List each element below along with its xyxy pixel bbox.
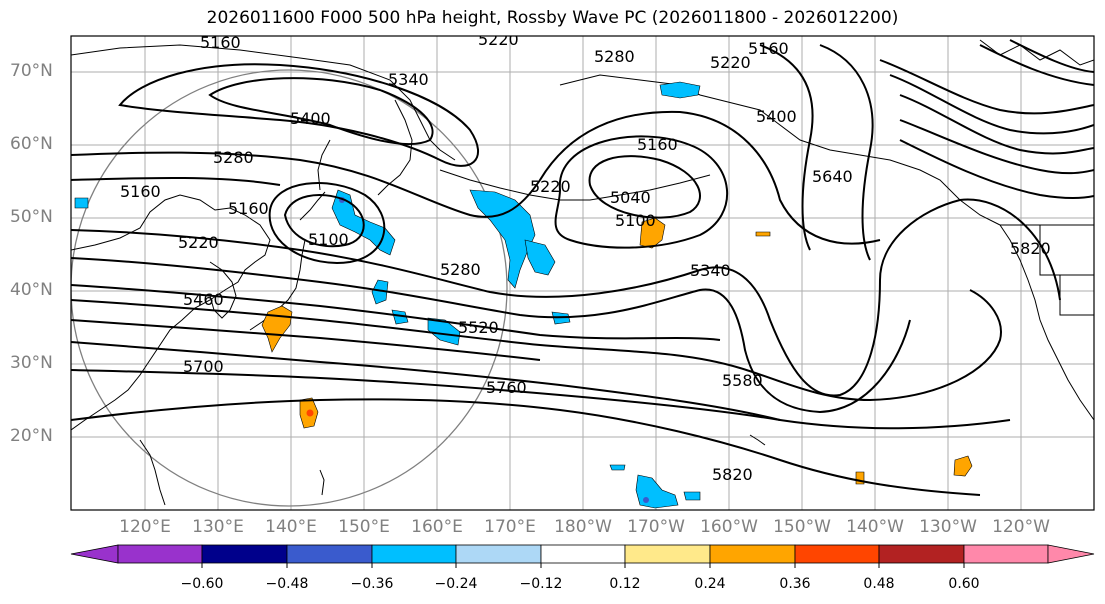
colorbar-segment: [371, 544, 457, 564]
contour-label: 5820: [712, 465, 753, 484]
contour-label: 5040: [610, 188, 651, 207]
lon-label: 120°W: [992, 517, 1050, 537]
colorbar-segment: [963, 544, 1049, 564]
negative-patch: [683, 491, 701, 501]
positive-patch: [306, 409, 314, 417]
colorbar-segment: [455, 544, 542, 564]
negative-patch: [609, 464, 626, 471]
lat-label: 50°N: [10, 207, 53, 227]
lat-label: 20°N: [10, 426, 53, 446]
lon-label: 170°E: [484, 517, 536, 537]
map-title: 2026011600 F000 500 hPa height, Rossby W…: [206, 8, 899, 28]
contour-label: 5220: [710, 53, 751, 72]
colorbar-segment: [540, 544, 626, 564]
contour-label: 5160: [228, 199, 269, 218]
lon-label: 130°W: [919, 517, 977, 537]
lat-label: 30°N: [10, 353, 53, 373]
contour-label: 5100: [308, 230, 349, 249]
colorbar-segment: [201, 544, 288, 564]
negative-patch: [659, 81, 701, 99]
colorbar-tick-label: 0.60: [948, 576, 980, 592]
lat-label: 40°N: [10, 280, 53, 300]
height-contours: [71, 39, 1094, 496]
colorbar-segment: [794, 544, 880, 564]
gridlines: [71, 36, 1094, 510]
contour-label: 5580: [722, 371, 763, 390]
colorbar-tick-label: −0.60: [180, 576, 224, 592]
contour-label: 5340: [690, 261, 731, 280]
lon-label: 130°E: [192, 517, 244, 537]
lon-label: 160°E: [411, 517, 463, 537]
contour-label: 5160: [120, 182, 161, 201]
contour-label: 5160: [200, 33, 241, 52]
negative-patch: [643, 497, 649, 503]
anomaly-patches: [74, 81, 973, 509]
lon-label: 180°W: [554, 517, 612, 537]
colorbar-tick-label: 0.48: [863, 576, 895, 592]
lon-label: 150°E: [338, 517, 390, 537]
colorbar-segment: [624, 544, 711, 564]
contour-label: 5760: [486, 378, 527, 397]
colorbar-segment: [117, 544, 203, 564]
colorbar-segment: [286, 544, 373, 564]
colorbar: [70, 544, 1095, 568]
colorbar-tick-label: 0.12: [609, 576, 641, 592]
negative-patch: [524, 239, 556, 276]
contour-label: 5520: [458, 318, 499, 337]
colorbar-tick-label: −0.12: [519, 576, 563, 592]
lon-label: 120°E: [119, 517, 171, 537]
lon-label: 140°E: [265, 517, 317, 537]
colorbar-segment: [878, 544, 965, 564]
contour-label: 5280: [594, 47, 635, 66]
positive-patch: [953, 455, 973, 477]
negative-patch: [74, 197, 89, 209]
positive-patch: [755, 231, 771, 237]
contour-label: 5460: [183, 290, 224, 309]
colorbar-tick-label: −0.24: [434, 576, 478, 592]
contour-label: 5700: [183, 357, 224, 376]
colorbar-tick-label: 0.36: [779, 576, 811, 592]
lat-label: 70°N: [10, 61, 53, 81]
colorbar-tick-label: 0.24: [694, 576, 726, 592]
negative-patch: [391, 309, 409, 325]
lat-label: 60°N: [10, 134, 53, 154]
region-circle: [71, 69, 508, 507]
contour-label: 5400: [756, 107, 797, 126]
contour-label: 5280: [440, 260, 481, 279]
contour-label: 5400: [290, 109, 331, 128]
contour-label: 5340: [388, 70, 429, 89]
contour-label: 5160: [748, 39, 789, 58]
contour-label: 5640: [812, 167, 853, 186]
lon-label: 170°W: [627, 517, 685, 537]
colorbar-tick-label: −0.48: [265, 576, 309, 592]
colorbar-segment: [709, 544, 796, 564]
map-frame: [70, 35, 1095, 511]
contour-label: 5280: [213, 148, 254, 167]
contour-label: 5820: [1010, 239, 1051, 258]
colorbar-extend-left: [70, 544, 119, 564]
contour-label: 5220: [530, 177, 571, 196]
contour-label: 5220: [478, 30, 519, 49]
contour-label: 5100: [615, 211, 656, 230]
negative-patch: [427, 317, 461, 346]
colorbar-tick-label: −0.36: [350, 576, 394, 592]
negative-patch: [469, 189, 536, 289]
contour-label: 5160: [637, 135, 678, 154]
contour-label: 5220: [178, 233, 219, 252]
lon-label: 160°W: [700, 517, 758, 537]
lon-label: 150°W: [773, 517, 831, 537]
colorbar-extend-right: [1047, 544, 1095, 564]
lon-label: 140°W: [846, 517, 904, 537]
